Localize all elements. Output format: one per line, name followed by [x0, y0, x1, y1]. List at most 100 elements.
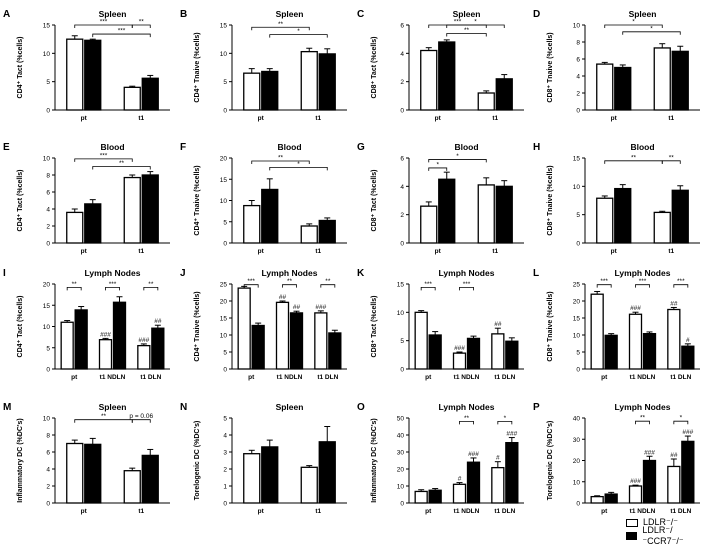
bar-ldlr-ccr7	[428, 334, 442, 370]
significance-hash: ###	[682, 429, 693, 436]
y-tick-label: 5	[46, 79, 50, 86]
panel-l: L Lymph Nodes CD8⁺ Tnaive (%cells) 0 5 10 15 20…	[533, 268, 700, 381]
x-tick-label: pt	[71, 374, 78, 381]
y-tick-label: 6	[46, 190, 50, 197]
bar-ldlr-ccr7	[112, 301, 127, 370]
y-axis-label: CD8⁺ Tact (%cells)	[371, 37, 378, 99]
y-tick-label: 30	[573, 437, 581, 444]
significance-label: *	[650, 25, 653, 32]
significance-bracket	[459, 287, 474, 291]
bar-ldlr-ccr7	[671, 189, 689, 244]
legend-item-filled: LDLR⁻/⁻CCR7⁻/⁻	[626, 525, 709, 546]
panel-letter: I	[3, 268, 6, 279]
x-tick-label: t1	[315, 115, 321, 122]
legend-swatch-open	[626, 518, 638, 527]
panel-g: G Blood CD8⁺ Tact (%cells) 0 2 4 6 pt t1 * *	[357, 142, 524, 255]
y-tick-label: 10	[43, 156, 51, 163]
x-tick-label: pt	[611, 115, 618, 122]
bar-ldlr	[477, 92, 495, 111]
y-axis-label: CD4⁺ Tnaive (%cells)	[194, 32, 201, 102]
y-tick-label: 5	[46, 345, 50, 352]
y-tick-label: 15	[43, 303, 51, 310]
significance-bracket	[92, 166, 151, 170]
bar-ldlr	[66, 38, 84, 111]
panel-title: Spleen	[453, 9, 481, 19]
y-tick-label: 0	[46, 501, 50, 508]
bar-ldlr-ccr7	[141, 174, 159, 244]
y-tick-label: 10	[220, 333, 228, 340]
panel-title: Spleen	[99, 402, 127, 412]
significance-label: *	[297, 161, 300, 168]
x-tick-label: pt	[81, 248, 88, 255]
significance-bracket	[622, 31, 681, 35]
significance-label: **	[72, 281, 78, 288]
x-tick-label: pt	[425, 374, 432, 381]
panel-title: Lymph Nodes	[615, 402, 671, 412]
y-axis-label: Inflammatory DC (%DC's)	[17, 418, 24, 503]
significance-bracket	[428, 167, 448, 171]
significance-bracket	[604, 24, 663, 28]
bar-ldlr	[314, 312, 328, 370]
bar-ldlr-ccr7	[505, 441, 519, 504]
significance-label: ***	[454, 19, 462, 26]
bar-ldlr	[596, 63, 614, 111]
y-tick-label: 10	[397, 310, 405, 317]
significance-label: *	[456, 153, 459, 160]
significance-bracket	[251, 26, 310, 31]
significance-bracket	[673, 420, 689, 425]
y-axis-label: CD4⁺ Tact (%cells)	[17, 170, 24, 232]
y-tick-label: 10	[573, 479, 581, 486]
significance-label: **	[139, 19, 145, 26]
y-tick-label: 30	[397, 450, 405, 457]
significance-hash: ##	[154, 318, 162, 325]
significance-hash: ###	[506, 431, 517, 438]
bar-ldlr-ccr7	[74, 309, 88, 370]
y-tick-label: 8	[46, 433, 50, 440]
y-tick-label: 10	[43, 51, 51, 58]
bar-ldlr	[452, 352, 467, 370]
y-tick-label: 0	[400, 367, 404, 374]
significance-bracket	[131, 24, 151, 28]
significance-label: **	[148, 281, 154, 288]
bar-ldlr	[123, 176, 141, 244]
y-tick-label: 2	[576, 91, 580, 98]
significance-label: ***	[100, 19, 108, 26]
y-tick-label: 40	[573, 416, 581, 423]
significance-label: ***	[600, 278, 608, 285]
bar-ldlr	[628, 485, 643, 504]
y-tick-label: 2	[46, 484, 50, 491]
significance-label: **	[464, 27, 470, 34]
significance-bracket	[497, 421, 513, 425]
significance-bracket	[251, 160, 310, 164]
y-tick-label: 0	[223, 367, 227, 374]
bar-ldlr-ccr7	[141, 77, 159, 111]
y-tick-label: 20	[573, 299, 581, 306]
y-tick-label: 15	[397, 282, 405, 289]
bar-ldlr-ccr7	[328, 332, 342, 370]
y-tick-label: 5	[576, 350, 580, 357]
bar-ldlr-ccr7	[84, 443, 102, 504]
x-tick-label: t1 DLN	[494, 508, 515, 515]
y-axis-label: CD8⁺ Tact (%cells)	[371, 170, 378, 232]
y-tick-label: 6	[400, 23, 404, 30]
significance-label: *	[632, 19, 635, 26]
y-tick-label: 6	[576, 57, 580, 64]
bar-ldlr-ccr7	[428, 489, 442, 504]
x-tick-label: pt	[435, 248, 442, 255]
bar-ldlr	[628, 313, 643, 370]
panel-k: K Lymph Nodes CD8⁺ Tact (%cells) 0 5 10 15 pt t1…	[357, 268, 524, 381]
significance-hash: ###	[315, 304, 326, 311]
significance-bracket	[673, 284, 689, 288]
significance-label: **	[631, 154, 637, 161]
panel-title: Blood	[277, 142, 301, 152]
y-tick-label: 4	[576, 74, 580, 81]
significance-bracket	[66, 287, 82, 291]
significance-hash: ##	[670, 452, 678, 459]
x-tick-label: pt	[611, 248, 618, 255]
y-tick-label: 0	[46, 367, 50, 374]
y-tick-label: 10	[43, 324, 51, 331]
x-tick-label: pt	[601, 374, 608, 381]
y-axis-label: CD4⁺ Tact (%cells)	[17, 296, 24, 358]
y-tick-label: 10	[397, 484, 405, 491]
